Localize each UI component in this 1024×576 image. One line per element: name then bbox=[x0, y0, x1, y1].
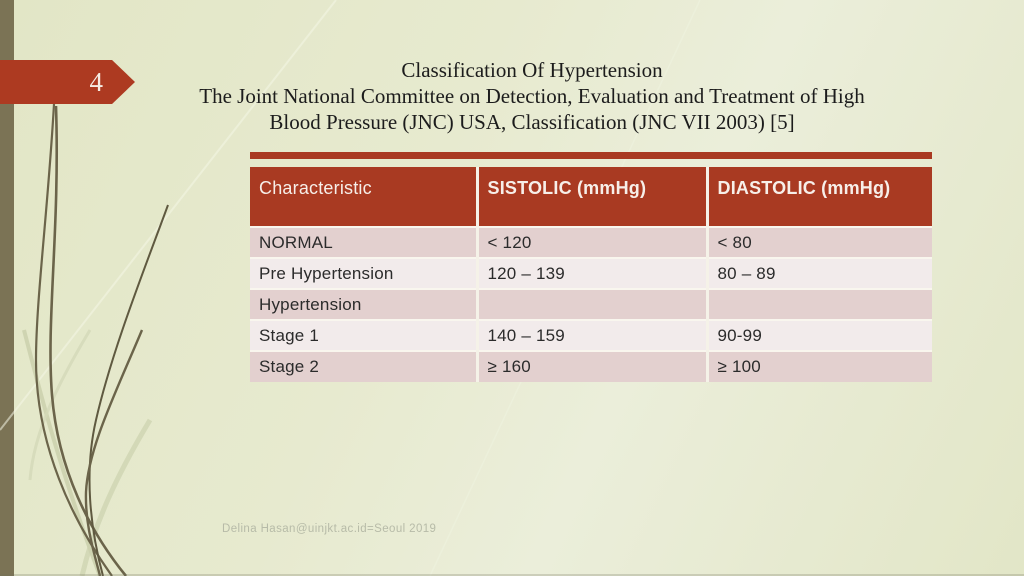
table-row-prehypertension: Pre Hypertension 120 – 139 80 – 89 bbox=[250, 258, 932, 289]
slide-bottom-edge bbox=[0, 574, 1024, 576]
table-row-stage1: Stage 1 140 – 159 90-99 bbox=[250, 320, 932, 351]
title-line-2: The Joint National Committee on Detectio… bbox=[199, 84, 865, 108]
title-line-3: Blood Pressure (JNC) USA, Classification… bbox=[269, 110, 795, 134]
header-systolic: SISTOLIC (mmHg) bbox=[475, 167, 707, 227]
cell-diastolic bbox=[705, 289, 932, 320]
cell-category: Pre Hypertension bbox=[250, 258, 477, 289]
header-characteristic: Characteristic bbox=[250, 167, 477, 227]
cell-category: Hypertension bbox=[250, 289, 477, 320]
cell-systolic: 140 – 159 bbox=[475, 320, 707, 351]
table-row-stage2: Stage 2 ≥ 160 ≥ 100 bbox=[250, 351, 932, 382]
slide-title: Classification Of Hypertension The Joint… bbox=[120, 57, 944, 135]
page-number-pennant: 4 bbox=[0, 60, 135, 104]
table-header-row: Characteristic SISTOLIC (mmHg) DIASTOLIC… bbox=[250, 167, 932, 227]
footer-credit: Delina Hasan@uinjkt.ac.id=Seoul 2019 bbox=[222, 523, 437, 535]
cell-category: Stage 2 bbox=[250, 351, 477, 382]
cell-diastolic: ≥ 100 bbox=[705, 351, 932, 382]
hypertension-table: Characteristic SISTOLIC (mmHg) DIASTOLIC… bbox=[250, 167, 932, 382]
cell-systolic bbox=[475, 289, 707, 320]
page-number: 4 bbox=[89, 66, 104, 97]
table-top-accent-bar bbox=[250, 152, 932, 159]
cell-systolic: < 120 bbox=[475, 227, 707, 258]
title-line-1: Classification Of Hypertension bbox=[401, 58, 663, 82]
cell-systolic: 120 – 139 bbox=[475, 258, 707, 289]
cell-category: Stage 1 bbox=[250, 320, 477, 351]
table-row-normal: NORMAL < 120 < 80 bbox=[250, 227, 932, 258]
cell-diastolic: < 80 bbox=[705, 227, 932, 258]
cell-diastolic: 80 – 89 bbox=[705, 258, 932, 289]
cell-category: NORMAL bbox=[250, 227, 477, 258]
header-diastolic: DIASTOLIC (mmHg) bbox=[705, 167, 932, 227]
cell-systolic: ≥ 160 bbox=[475, 351, 707, 382]
cell-diastolic: 90-99 bbox=[705, 320, 932, 351]
table-row-hypertension: Hypertension bbox=[250, 289, 932, 320]
